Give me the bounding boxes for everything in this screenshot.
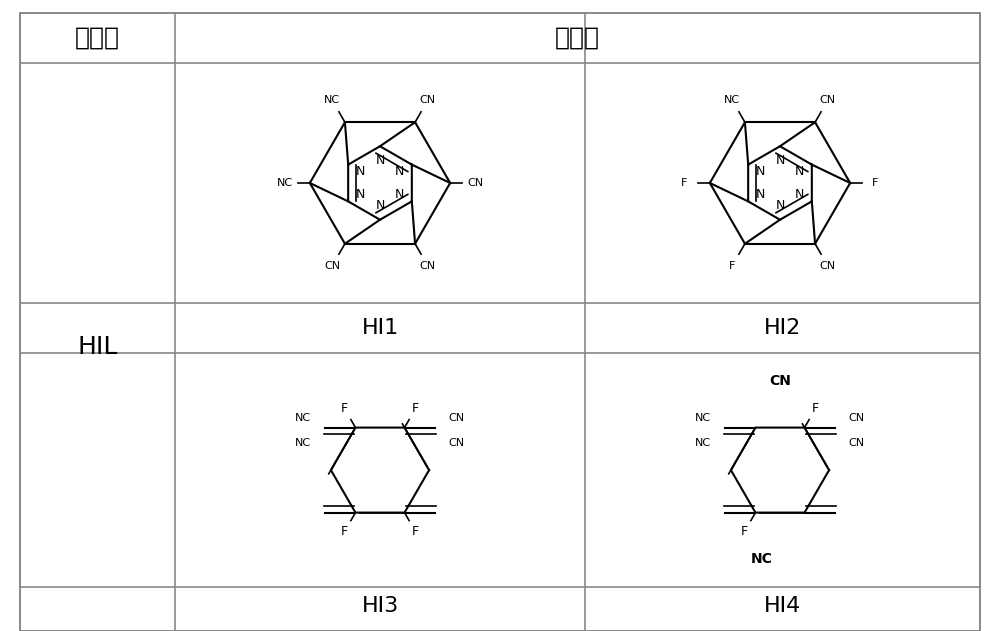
Text: HI3: HI3 (361, 596, 399, 616)
Text: 功能层: 功能层 (75, 26, 120, 50)
Text: HI2: HI2 (764, 318, 801, 338)
Text: 结构式: 结构式 (555, 26, 600, 50)
FancyBboxPatch shape (20, 13, 980, 631)
Text: HIL: HIL (77, 335, 118, 359)
Text: HI1: HI1 (361, 318, 399, 338)
Text: HI4: HI4 (764, 596, 801, 616)
